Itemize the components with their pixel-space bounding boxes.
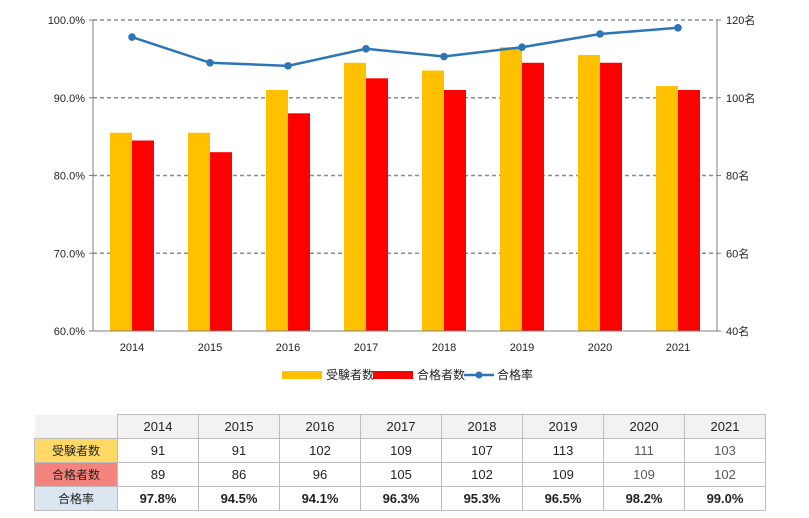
bar-passers [522, 62, 544, 331]
combo-chart: 60.0% 70.0% 80.0% 90.0% 100.0% 40名 60名 80名 100名 1… [48, 13, 756, 382]
legend-label-applicants: 受験者数 [326, 367, 374, 382]
x-axis-tick-label: 2017 [354, 342, 378, 354]
left-axis-tick-label: 60.0% [54, 326, 85, 338]
axes [89, 19, 721, 332]
table-cell: 91 [117, 438, 199, 463]
row-label-rate: 合格率 [34, 486, 118, 511]
tick-labels: 60.0% 70.0% 80.0% 90.0% 100.0% 40名 60名 80名 100名 1… [48, 13, 756, 354]
table-header-cell: 2021 [684, 414, 766, 439]
x-axis-tick-label: 2018 [432, 342, 456, 354]
table-header-cell: 2018 [441, 414, 523, 439]
legend-swatch-applicants [282, 371, 322, 379]
bar-applicants [188, 132, 210, 331]
table-header-cell: 2015 [198, 414, 280, 439]
table-cell: 86 [198, 462, 280, 487]
right-axis-tick-label: 60名 [726, 246, 749, 260]
row-label-passers: 合格者数 [34, 462, 118, 487]
table-cell: 98.2% [603, 486, 685, 511]
left-axis-tick-label: 80.0% [54, 171, 85, 183]
table-header-cell: 2014 [117, 414, 199, 439]
data-table: 2014 2015 2016 2017 2018 2019 2020 2021 … [34, 414, 766, 511]
rate-line [128, 23, 682, 70]
bar-passers [444, 89, 466, 331]
table-cell: 102 [684, 462, 766, 487]
row-label-applicants: 受験者数 [34, 438, 118, 463]
table-cell: 89 [117, 462, 199, 487]
legend-swatch-rate-marker [475, 371, 483, 379]
table-cell: 109 [522, 462, 604, 487]
x-axis-tick-label: 2014 [120, 342, 144, 354]
table-cell: 111 [603, 438, 685, 463]
x-axis-tick-label: 2021 [666, 342, 690, 354]
right-axis-tick-label: 100名 [726, 91, 755, 105]
table-cell: 94.1% [279, 486, 361, 511]
table-cell: 96.5% [522, 486, 604, 511]
table-cell: 96 [279, 462, 361, 487]
rate-marker [128, 33, 136, 41]
rate-marker [362, 44, 370, 53]
bar-applicants [110, 132, 132, 331]
table-cell: 102 [441, 462, 523, 487]
rate-marker [674, 23, 682, 32]
table-row-rate: 合格率 97.8% 94.5% 94.1% 96.3% 95.3% 96.5% … [34, 486, 766, 511]
rate-line [131, 26, 679, 68]
table-row-applicants: 受験者数 91 91 102 109 107 113 111 103 [34, 438, 766, 463]
right-axis-tick-label: 120名 [726, 13, 755, 27]
bar-applicants [344, 62, 366, 331]
table-cell: 97.8% [117, 486, 199, 511]
legend: 受験者数 合格者数 合格率 [282, 367, 533, 382]
bars [110, 47, 700, 332]
table-cell: 103 [684, 438, 766, 463]
table-header-cell: 2017 [360, 414, 442, 439]
bar-passers [210, 152, 232, 331]
table-cell: 109 [603, 462, 685, 487]
x-axis-tick-label: 2016 [276, 342, 300, 354]
table-header-cell: 2020 [603, 414, 685, 439]
left-axis-tick-label: 70.0% [54, 248, 85, 260]
bar-applicants [266, 89, 288, 331]
rate-marker [518, 43, 526, 52]
table-cell: 99.0% [684, 486, 766, 511]
right-axis-tick-label: 40名 [726, 324, 749, 338]
bar-applicants [500, 47, 522, 332]
bar-applicants [422, 70, 444, 331]
table-cell: 102 [279, 438, 361, 463]
bar-passers [288, 113, 310, 331]
table-header-cell: 2016 [279, 414, 361, 439]
left-axis-tick-label: 90.0% [54, 93, 85, 105]
table-cell: 107 [441, 438, 523, 463]
rate-marker [206, 58, 214, 67]
bar-passers [366, 78, 388, 331]
table-corner [34, 414, 118, 439]
bar-passers [132, 140, 154, 331]
x-axis-tick-label: 2015 [198, 342, 222, 354]
table-row-passers: 合格者数 89 86 96 105 102 109 109 102 [34, 462, 766, 487]
bar-applicants [578, 54, 600, 332]
bar-passers [678, 89, 700, 331]
right-axis-tick-label: 80名 [726, 169, 749, 183]
legend-label-rate: 合格率 [497, 367, 533, 382]
x-axis-tick-label: 2019 [510, 342, 534, 354]
table-header-row: 2014 2015 2016 2017 2018 2019 2020 2021 [34, 414, 766, 439]
table-cell: 91 [198, 438, 280, 463]
rate-marker [284, 62, 292, 70]
table-cell: 113 [522, 438, 604, 463]
table-cell: 109 [360, 438, 442, 463]
bar-applicants [656, 86, 678, 332]
rate-marker [596, 30, 604, 38]
table-cell: 94.5% [198, 486, 280, 511]
left-axis-tick-label: 100.0% [48, 15, 86, 27]
legend-swatch-passers [373, 371, 413, 379]
bar-passers [600, 62, 622, 331]
table-cell: 105 [360, 462, 442, 487]
rate-marker [440, 52, 448, 61]
legend-label-passers: 合格者数 [417, 367, 465, 382]
x-axis-tick-label: 2020 [588, 342, 612, 354]
table-cell: 96.3% [360, 486, 442, 511]
table-cell: 95.3% [441, 486, 523, 511]
table-header-cell: 2019 [522, 414, 604, 439]
